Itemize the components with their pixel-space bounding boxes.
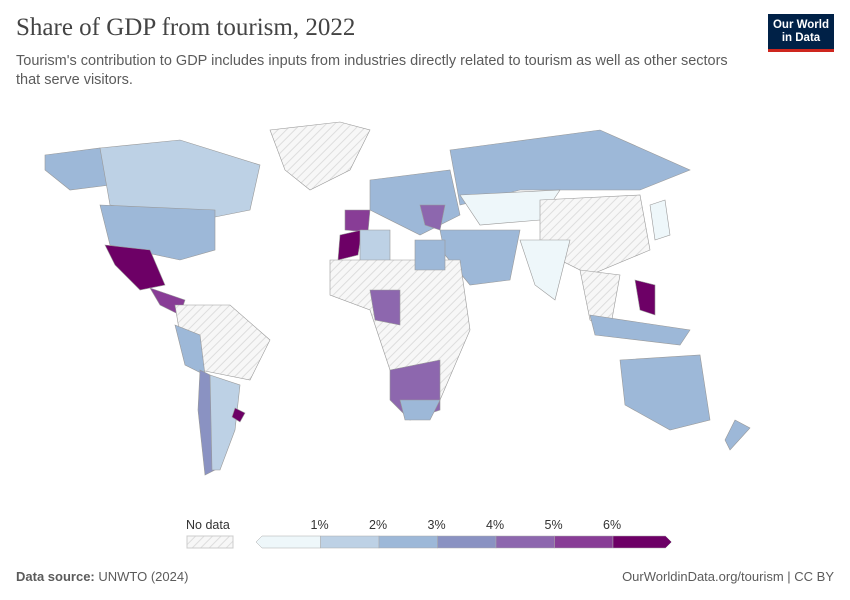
region-alaska [44,147,111,191]
region-morocco [337,229,363,261]
legend-tick: 3% [427,518,446,532]
legend-bin [495,535,555,549]
region-india [519,239,571,301]
legend-bin [554,535,614,549]
region-egypt [414,239,446,271]
region-europe [369,169,461,236]
owid-logo[interactable]: Our World in Data [768,14,834,52]
legend-bin [255,535,321,549]
region-usa [99,204,216,261]
legend-tick: 2% [369,518,388,532]
region-argentina [209,374,241,471]
legend-tick: 6% [603,518,622,532]
data-source: Data source: UNWTO (2024) [16,569,189,584]
footer-link[interactable]: OurWorldinData.org/tourism | CC BY [622,569,834,584]
region-new-zealand [724,419,751,451]
legend-no-data-label: No data [186,518,230,532]
region-indonesia [589,314,691,346]
region-canada [99,139,261,221]
region-uruguay [231,407,246,423]
legend-bin [612,535,672,549]
region-iberia [344,209,371,233]
region-japan [649,199,671,241]
world-map [44,121,751,476]
legend-no-data-swatch [186,535,234,549]
region-philippines [634,279,656,316]
region-drc [369,289,401,326]
legend-bin [437,535,497,549]
region-south-africa [399,399,441,421]
region-russia [449,129,691,206]
legend-tick: 5% [544,518,563,532]
page-title: Share of GDP from tourism, 2022 [16,14,356,41]
legend-bin [320,535,380,549]
color-legend [186,535,672,549]
legend-bin [378,535,438,549]
legend-tick: 1% [310,518,329,532]
region-greenland [269,121,371,191]
region-mexico [104,244,166,291]
page-subtitle: Tourism's contribution to GDP includes i… [16,53,728,88]
legend-tick: 4% [486,518,505,532]
region-australia [619,354,711,431]
